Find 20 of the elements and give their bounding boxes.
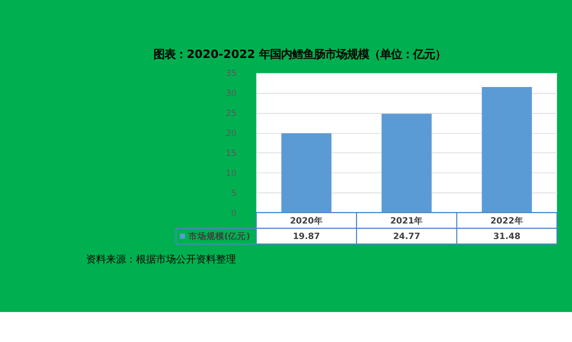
x-tick-label: 2021年	[390, 215, 424, 226]
data-label: 19.87	[292, 232, 320, 242]
y-tick-label: 35	[226, 69, 237, 80]
y-tick-label: 30	[226, 89, 237, 100]
y-tick-label: 10	[226, 168, 237, 179]
x-tick-label: 2020年	[290, 215, 323, 226]
legend-label: 市场规模(亿元)	[187, 231, 250, 242]
y-tick-label: 25	[226, 109, 237, 120]
bar	[482, 86, 532, 213]
y-tick-label: 0	[231, 208, 237, 219]
bar	[382, 114, 432, 213]
y-tick-label: 5	[231, 188, 237, 199]
data-label: 31.48	[493, 232, 520, 242]
chart-title: 图表：2020-2022 年国内鳕鱼肠市场规模（单位：亿元）	[154, 46, 446, 61]
bar	[281, 133, 332, 213]
y-tick-label: 15	[226, 148, 237, 159]
y-tick-label: 20	[226, 129, 237, 140]
text: 资料来源：根据市场公开资料整理	[86, 253, 236, 266]
data-label: 24.77	[393, 232, 420, 242]
x-tick-label: 2022年	[490, 215, 524, 226]
